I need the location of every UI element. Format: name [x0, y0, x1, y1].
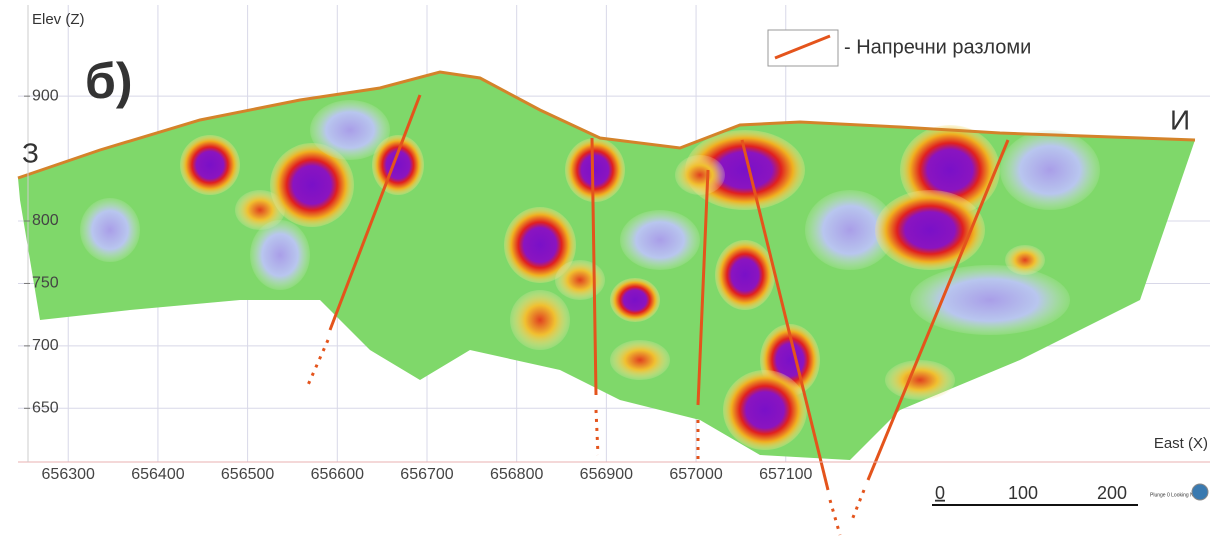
x-axis-label: East (X) [1154, 435, 1208, 452]
y-tick-label: 800 [32, 212, 59, 229]
x-tick-label: 656300 [42, 466, 95, 483]
scale-label: 100 [1008, 483, 1038, 503]
anomalies [80, 100, 1100, 450]
x-tick-label: 656400 [131, 466, 184, 483]
y-axis-label: Elev (Z) [32, 11, 85, 28]
orientation-note: Plunge 0 Looking North [1150, 492, 1202, 498]
orientation-icon [1191, 483, 1209, 501]
x-tick-label: 656600 [311, 466, 364, 483]
faults [306, 94, 1010, 536]
x-tick-label: 657100 [759, 466, 812, 483]
scale-label: 200 [1097, 483, 1127, 503]
x-tick-label: 656800 [490, 466, 543, 483]
topography [17, 70, 1196, 180]
y-tick-label: 900 [32, 87, 59, 104]
y-tick-label: 700 [32, 337, 59, 354]
x-tick-label: 656900 [580, 466, 633, 483]
x-tick-label: 657000 [669, 466, 722, 483]
scale-label: 0 [935, 483, 945, 503]
panel-label: б) [85, 53, 133, 109]
x-tick-label: 656500 [221, 466, 274, 483]
legend-label: - Напречни разломи [844, 36, 1031, 58]
y-tick-label: 750 [32, 275, 59, 292]
legend-line [774, 34, 831, 60]
x-tick-label: 656700 [400, 466, 453, 483]
y-tick-label: 650 [32, 400, 59, 417]
west-label: З [22, 137, 39, 168]
east-label: И [1170, 104, 1190, 135]
